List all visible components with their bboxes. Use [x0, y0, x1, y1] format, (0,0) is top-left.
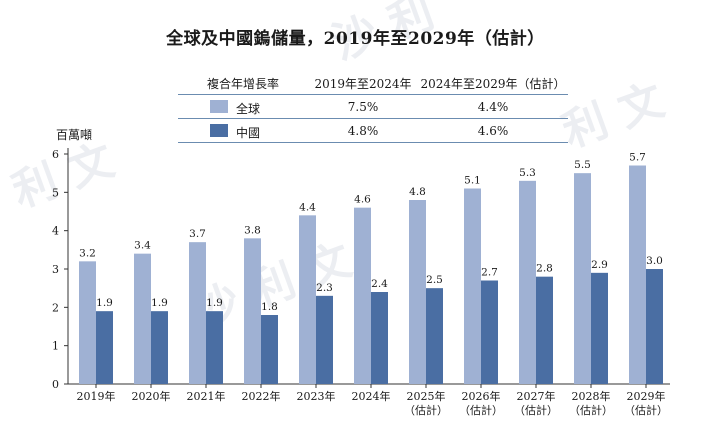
data-label-china: 1.9 [206, 297, 223, 309]
legend-label-global: 全球 [236, 102, 261, 116]
bar-global [629, 165, 646, 384]
x-tick-label: 2020年 [132, 389, 171, 403]
y-tick-label: 5 [52, 186, 59, 199]
cagr-china-period1: 4.8% [347, 124, 379, 138]
data-label-china: 2.7 [481, 267, 498, 279]
bar-china [426, 288, 443, 384]
bar-china [536, 276, 553, 384]
data-label-china: 2.4 [371, 278, 388, 290]
bar-global [354, 207, 371, 384]
data-label-china: 2.9 [591, 259, 608, 271]
bar-china [481, 280, 498, 384]
bar-global [519, 180, 536, 384]
x-tick-label: 2026年 [462, 389, 501, 403]
x-tick-label: 2027年 [517, 389, 556, 403]
bar-china [316, 295, 333, 384]
bar-china [371, 292, 388, 384]
x-tick-sublabel: （估計） [569, 403, 613, 417]
cagr-header-period2: 2024年至2029年（估計） [420, 77, 566, 91]
data-label-china: 2.3 [316, 282, 333, 294]
bar-china [646, 269, 663, 384]
data-label-china: 1.9 [151, 297, 168, 309]
data-label-global: 5.5 [574, 159, 591, 171]
y-tick-label: 4 [52, 225, 59, 238]
bar-global [299, 215, 316, 384]
data-label-global: 4.6 [354, 194, 371, 206]
x-tick-sublabel: （估計） [514, 403, 558, 417]
data-label-global: 4.4 [299, 201, 316, 213]
x-tick-label: 2022年 [242, 389, 281, 403]
bar-global [79, 261, 96, 384]
bar-global [244, 238, 261, 384]
data-label-china: 3.0 [646, 255, 663, 267]
data-label-global: 3.8 [244, 224, 261, 236]
chart-title: 全球及中國鎢儲量，2019年至2029年（估計） [166, 29, 545, 49]
x-tick-sublabel: （估計） [459, 403, 503, 417]
cagr-header-period1: 2019年至2024年 [314, 77, 412, 91]
x-tick-label: 2029年 [627, 389, 666, 403]
x-tick-sublabel: （估計） [624, 403, 668, 417]
legend-swatch-china [210, 124, 228, 137]
data-label-global: 3.2 [79, 247, 96, 259]
y-tick-label: 0 [52, 378, 59, 391]
data-label-global: 3.4 [134, 240, 151, 252]
data-label-china: 2.5 [426, 274, 443, 286]
bar-global [409, 200, 426, 384]
y-tick-label: 6 [52, 148, 59, 161]
data-label-global: 4.8 [409, 186, 426, 198]
cagr-header-label: 複合年增長率 [206, 77, 279, 91]
bar-china [151, 311, 168, 384]
data-label-global: 3.7 [189, 228, 206, 240]
data-label-global: 5.1 [464, 175, 481, 187]
cagr-header-row: 複合年增長率 2019年至2024年 2024年至2029年（估計） [178, 70, 568, 95]
bar-china [591, 272, 608, 384]
bar-china [261, 315, 278, 384]
bar-global [574, 173, 591, 384]
x-tick-label: 2019年 [77, 389, 116, 403]
bar-global [189, 242, 206, 384]
x-tick-label: 2021年 [187, 389, 226, 403]
y-tick-label: 2 [52, 301, 59, 314]
x-tick-label: 2024年 [352, 389, 391, 403]
x-tick-label: 2028年 [572, 389, 611, 403]
cagr-table: 複合年增長率 2019年至2024年 2024年至2029年（估計） 全球 7.… [178, 70, 568, 143]
cagr-china-period2: 4.6% [477, 124, 509, 138]
data-label-china: 1.9 [96, 297, 113, 309]
legend-swatch-global [210, 100, 228, 113]
bar-global [134, 253, 151, 384]
cagr-row-global: 全球 7.5% 4.4% [178, 95, 568, 119]
bar-china [96, 311, 113, 384]
bar-global [464, 188, 481, 384]
cagr-row-china: 中國 4.8% 4.6% [178, 119, 568, 143]
y-tick-label: 1 [52, 340, 59, 353]
bar-china [206, 311, 223, 384]
x-tick-sublabel: （估計） [404, 403, 448, 417]
data-label-china: 1.8 [261, 301, 278, 313]
data-label-china: 2.8 [536, 263, 553, 275]
x-tick-label: 2025年 [407, 389, 446, 403]
cagr-global-period2: 4.4% [477, 100, 509, 114]
data-label-global: 5.7 [629, 152, 646, 164]
y-axis-unit-label: 百萬噸 [56, 128, 93, 142]
data-label-global: 5.3 [519, 167, 536, 179]
x-tick-label: 2023年 [297, 389, 336, 403]
cagr-global-period1: 7.5% [347, 100, 379, 114]
legend-label-china: 中國 [236, 126, 261, 140]
y-tick-label: 3 [52, 263, 59, 276]
